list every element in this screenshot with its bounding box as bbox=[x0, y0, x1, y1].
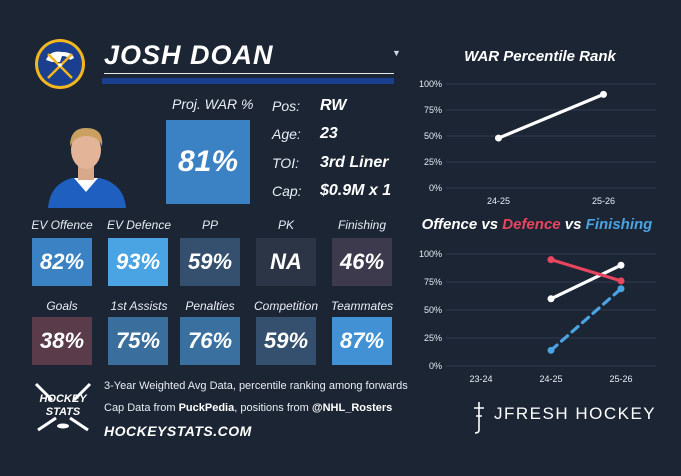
source-puckpedia: PuckPedia bbox=[178, 402, 235, 414]
age-value: 23 bbox=[320, 125, 338, 142]
y-tick-label: 0% bbox=[429, 361, 442, 371]
proj-war-label: Proj. WAR % bbox=[172, 96, 254, 112]
x-tick-label: 24-25 bbox=[487, 196, 510, 206]
tile-label-penalties: Penalties bbox=[185, 299, 235, 313]
tile-label-teammates: Teammates bbox=[330, 299, 394, 313]
pos-label: Pos: bbox=[272, 98, 301, 114]
y-tick-label: 25% bbox=[424, 157, 442, 167]
tile-label-ev-offence: EV Offence bbox=[31, 218, 93, 232]
jfresh-logo-icon bbox=[474, 402, 484, 434]
player-dropdown-caret-icon[interactable]: ▼ bbox=[392, 48, 401, 58]
series-line-offence bbox=[549, 263, 623, 301]
tile-ev-defence: 93% bbox=[108, 238, 168, 286]
series-line-war bbox=[496, 92, 606, 140]
tile-label-competition: Competition bbox=[253, 299, 319, 313]
toi-label: TOI: bbox=[272, 155, 299, 171]
tile-penalties: 76% bbox=[180, 317, 240, 365]
data-point bbox=[600, 90, 607, 98]
chart2-title-finishing: Finishing bbox=[585, 216, 653, 233]
y-tick-label: 75% bbox=[424, 105, 442, 115]
team-logo bbox=[35, 39, 85, 89]
y-tick-label: 0% bbox=[429, 183, 442, 193]
y-tick-label: 100% bbox=[419, 249, 442, 259]
data-point bbox=[547, 346, 555, 354]
chart2-title-defence: Defence bbox=[502, 216, 561, 233]
data-point bbox=[617, 285, 625, 293]
name-divider bbox=[104, 73, 394, 74]
tile-label-pk: PK bbox=[277, 218, 294, 232]
y-tick-label: 50% bbox=[424, 305, 442, 315]
source-mid: , positions from bbox=[234, 402, 312, 414]
chart2-title-vs1: vs bbox=[477, 216, 503, 233]
data-point bbox=[617, 261, 625, 269]
footer-source-note: Cap Data from PuckPedia, positions from … bbox=[104, 402, 392, 414]
logo-text-hockey: HOCKEY bbox=[39, 393, 88, 405]
tile-pp: 59% bbox=[180, 238, 240, 286]
tile-pk: NA bbox=[256, 238, 316, 286]
tile-goals: 38% bbox=[32, 317, 92, 365]
data-point bbox=[617, 277, 625, 285]
logo-text-stats: STATS bbox=[46, 406, 81, 418]
chart2-title: Offence vs Defence vs Finishing bbox=[412, 216, 662, 233]
x-tick-label: 25-26 bbox=[592, 196, 615, 206]
tile-label-ev-defence: EV Defence bbox=[106, 218, 172, 232]
tile-1st-assists: 75% bbox=[108, 317, 168, 365]
y-tick-label: 75% bbox=[424, 277, 442, 287]
footer-data-note: 3-Year Weighted Avg Data, percentile ran… bbox=[104, 380, 408, 392]
hockeystats-logo: HOCKEY STATS bbox=[34, 382, 92, 432]
data-point bbox=[495, 134, 502, 142]
series-line-defence bbox=[549, 258, 623, 283]
site-link: HOCKEYSTATS.COM bbox=[104, 423, 252, 439]
war-percentile-chart: 0% 25% 50% 75% 100% 24-25 25-26 bbox=[419, 79, 656, 206]
tile-competition: 59% bbox=[256, 317, 316, 365]
brand-name: JFRESH HOCKEY bbox=[494, 404, 657, 423]
cap-value: $0.9M x 1 bbox=[320, 182, 392, 199]
data-point bbox=[547, 256, 555, 264]
player-photo bbox=[38, 112, 134, 208]
x-tick-label: 25-26 bbox=[609, 374, 632, 384]
proj-war-value: 81% bbox=[166, 120, 250, 204]
source-prefix: Cap Data from bbox=[104, 402, 179, 414]
tile-label-goals: Goals bbox=[46, 299, 78, 313]
x-tick-label: 23-24 bbox=[469, 374, 492, 384]
tile-finishing: 46% bbox=[332, 238, 392, 286]
player-name: JOSH DOAN bbox=[104, 40, 274, 70]
series-line-finishing bbox=[549, 287, 623, 352]
chart2-title-vs2: vs bbox=[560, 216, 586, 233]
tile-teammates: 87% bbox=[332, 317, 392, 365]
data-point bbox=[547, 295, 555, 303]
tile-label-finishing: Finishing bbox=[337, 218, 387, 232]
y-tick-label: 100% bbox=[419, 79, 442, 89]
toi-value: 3rd Liner bbox=[320, 154, 389, 171]
pos-value: RW bbox=[320, 97, 347, 114]
tile-label-1st-assists: 1st Assists bbox=[110, 299, 168, 313]
offence-defence-finishing-chart: 0% 25% 50% 75% 100% 23-24 24-25 25-26 bbox=[419, 249, 656, 384]
name-underline bbox=[102, 78, 394, 84]
cap-label: Cap: bbox=[272, 183, 302, 199]
chart1-title: WAR Percentile Rank bbox=[464, 48, 616, 65]
tile-label-pp: PP bbox=[201, 218, 218, 232]
chart2-title-offence: Offence bbox=[421, 216, 478, 233]
y-tick-label: 25% bbox=[424, 333, 442, 343]
source-rosters: @NHL_Rosters bbox=[311, 402, 393, 414]
x-tick-label: 24-25 bbox=[539, 374, 562, 384]
y-tick-label: 50% bbox=[424, 131, 442, 141]
age-label: Age: bbox=[272, 126, 301, 142]
tile-ev-offence: 82% bbox=[32, 238, 92, 286]
